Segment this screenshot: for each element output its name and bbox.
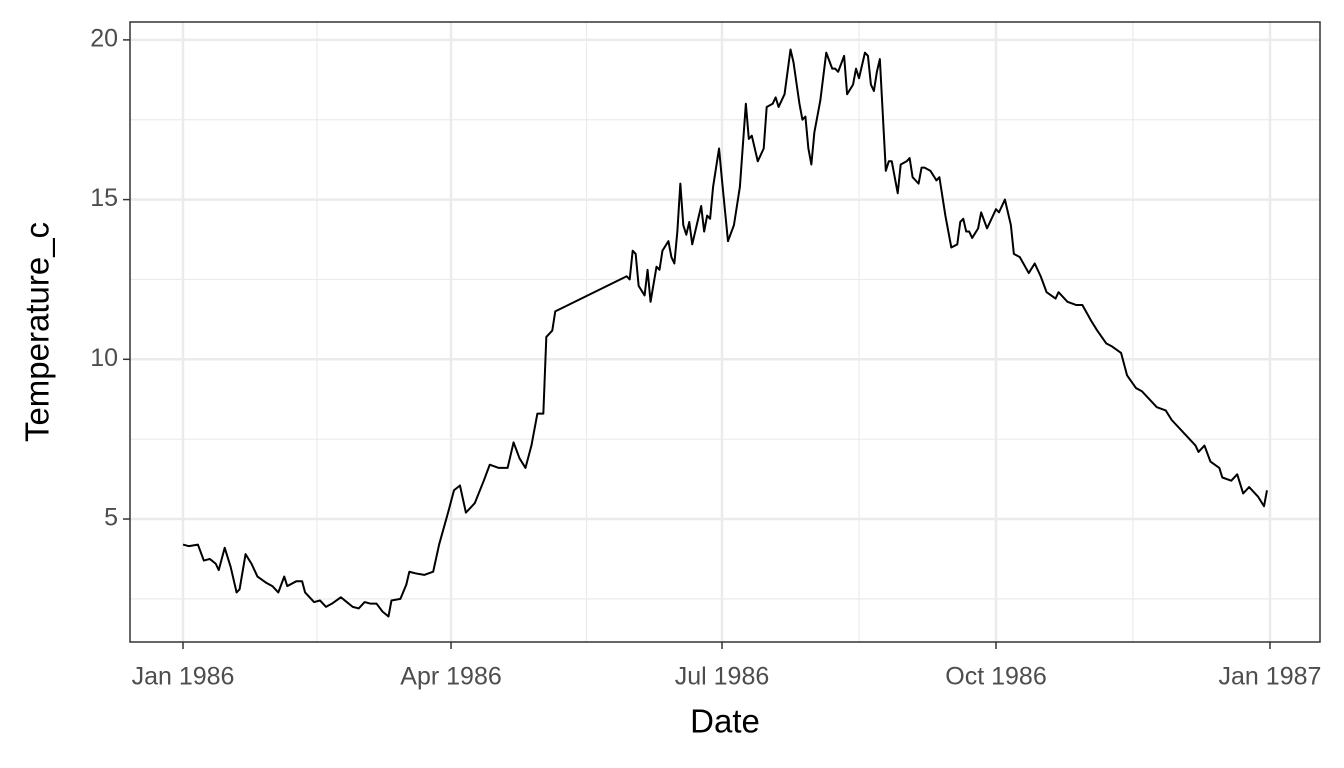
- y-tick-label: 10: [90, 344, 118, 372]
- x-tick-label: Oct 1986: [945, 663, 1046, 691]
- y-tick-label: 20: [90, 24, 118, 52]
- line: [182, 48, 1268, 618]
- y-tick-label: 5: [104, 504, 118, 532]
- x-tick-label: Jan 1986: [132, 663, 235, 691]
- x-tick-label: Jan 1987: [1219, 663, 1322, 691]
- y-axis-title: Temperature_c: [19, 222, 56, 442]
- y-tick-label: 15: [90, 184, 118, 212]
- x-tick-label: Jul 1986: [675, 663, 770, 691]
- panel-border: [129, 21, 1321, 643]
- x-tick-label: Apr 1986: [400, 663, 501, 691]
- panel: [130, 22, 1320, 642]
- x-axis-title: Date: [690, 703, 760, 740]
